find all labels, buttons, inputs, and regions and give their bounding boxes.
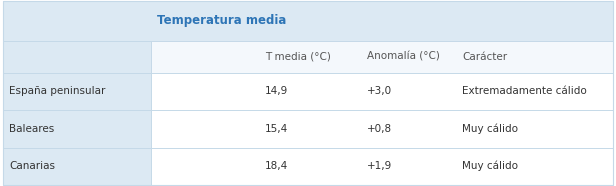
Text: 15,4: 15,4 — [265, 124, 288, 134]
Text: +1,9: +1,9 — [367, 161, 392, 171]
Text: Canarias: Canarias — [9, 161, 55, 171]
Text: 14,9: 14,9 — [265, 86, 288, 96]
Text: Baleares: Baleares — [9, 124, 54, 134]
Bar — [151, 41, 613, 73]
Text: Muy cálido: Muy cálido — [462, 124, 518, 134]
Bar — [151, 147, 613, 185]
Text: Extremadamente cálido: Extremadamente cálido — [462, 86, 587, 96]
Text: Carácter: Carácter — [462, 52, 507, 62]
Bar — [151, 73, 613, 110]
Bar — [3, 73, 151, 110]
Text: Anomalía (°C): Anomalía (°C) — [367, 52, 439, 62]
Text: Temperatura media: Temperatura media — [157, 14, 286, 27]
Text: 18,4: 18,4 — [265, 161, 288, 171]
Bar — [3, 41, 151, 73]
Bar — [3, 147, 151, 185]
Text: +0,8: +0,8 — [367, 124, 392, 134]
Text: +3,0: +3,0 — [367, 86, 392, 96]
Bar — [3, 110, 151, 147]
Bar — [151, 110, 613, 147]
Text: Muy cálido: Muy cálido — [462, 161, 518, 171]
Text: T media (°C): T media (°C) — [265, 52, 331, 62]
Text: España peninsular: España peninsular — [9, 86, 105, 96]
Bar — [3, 1, 613, 41]
